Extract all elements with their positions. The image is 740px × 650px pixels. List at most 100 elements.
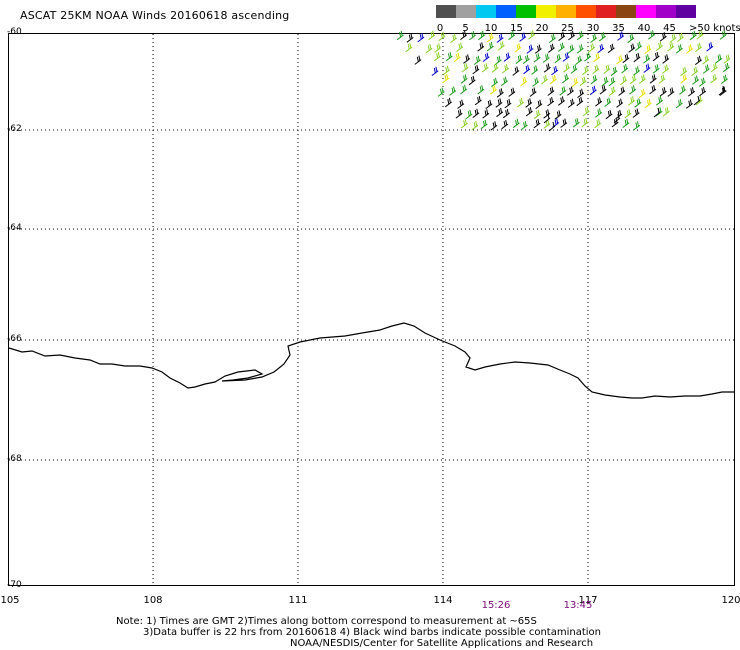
wind-barb — [686, 99, 693, 109]
wind-barb — [649, 85, 657, 95]
wind-barb — [675, 99, 683, 109]
note-line-2: 3)Data buffer is 22 hrs from 20160618 4)… — [143, 627, 601, 638]
wind-barb — [589, 85, 597, 96]
wind-barb — [543, 63, 551, 73]
colorbar-segment — [456, 5, 476, 18]
wind-barb — [702, 64, 710, 74]
wind-barb — [695, 55, 702, 65]
wind-barb — [655, 41, 663, 51]
wind-barb — [718, 85, 726, 96]
lon-label-111: 111 — [288, 595, 308, 606]
wind-barb — [472, 65, 480, 75]
wind-barb — [653, 107, 661, 118]
wind-barb — [455, 109, 463, 119]
colorbar-label: 30 — [586, 23, 600, 34]
wind-barb — [434, 43, 442, 53]
wind-barb — [652, 51, 660, 62]
wind-barb — [643, 54, 651, 64]
wind-barb — [445, 97, 452, 108]
wind-barb — [603, 64, 611, 74]
wind-barb — [662, 64, 670, 74]
wind-barb — [722, 62, 730, 73]
wind-barb — [442, 73, 450, 84]
colorbar-label: 0 — [436, 23, 444, 34]
pass-time-2: 13:45 — [563, 600, 593, 611]
wind-barb — [512, 66, 520, 76]
wind-barb — [557, 42, 565, 52]
wind-barb — [490, 121, 498, 131]
wind-barb — [445, 52, 453, 62]
wind-barb — [501, 76, 508, 86]
wind-barb — [558, 96, 565, 106]
wind-barb — [594, 119, 602, 129]
lat-label-60: -60 — [7, 27, 22, 37]
wind-barb — [533, 118, 541, 129]
wind-barb — [528, 30, 536, 40]
lat-label-70: -70 — [7, 580, 22, 590]
colorbar-label: >50 knots — [689, 23, 740, 34]
wind-barb — [567, 98, 575, 108]
wind-barb — [680, 66, 688, 77]
wind-barb — [559, 86, 567, 96]
wind-barb — [531, 65, 539, 75]
wind-barb — [512, 118, 520, 129]
lat-label-64: -64 — [7, 223, 22, 233]
wind-barb — [431, 66, 439, 76]
lat-label-66: -66 — [7, 334, 22, 344]
wind-barb — [686, 44, 693, 54]
wind-barb — [460, 84, 468, 95]
colorbar-segment — [556, 5, 576, 18]
wind-barb — [478, 30, 486, 41]
wind-barb — [463, 54, 471, 64]
wind-barb — [595, 97, 603, 107]
wind-barb — [522, 54, 530, 64]
wind-barb — [610, 66, 618, 77]
wind-barb — [482, 109, 490, 119]
wind-barb — [634, 98, 642, 108]
wind-barb — [658, 74, 666, 84]
wind-barb — [656, 96, 663, 106]
wind-barb — [689, 30, 697, 41]
colorbar-label: 45 — [663, 23, 676, 34]
wind-barb — [632, 108, 640, 118]
wind-barb — [644, 98, 652, 109]
wind-barb — [633, 52, 641, 63]
colorbar-segment — [676, 5, 696, 18]
wind-barb — [437, 87, 445, 97]
note-line-1: Note: 1) Times are GMT 2)Times along bot… — [116, 616, 537, 627]
wind-barb — [494, 55, 502, 66]
wind-barb — [622, 118, 630, 128]
wind-barb — [618, 86, 626, 96]
wind-barb — [496, 107, 504, 118]
wind-barb — [568, 30, 576, 41]
wind-barb — [720, 74, 728, 84]
wind-barb — [662, 107, 670, 117]
wind-barb — [519, 32, 527, 42]
wind-barb — [667, 42, 675, 52]
wind-barb — [635, 41, 642, 51]
colorbar-segment — [536, 5, 556, 18]
lon-label-105: 105 — [0, 595, 20, 606]
wind-barb — [433, 52, 441, 62]
wind-barb — [669, 33, 677, 43]
wind-barb — [508, 87, 516, 97]
wind-barb — [572, 118, 580, 128]
wind-barb — [617, 31, 625, 41]
wind-barb — [627, 33, 635, 43]
wind-barb — [480, 119, 488, 130]
wind-barb — [577, 88, 585, 98]
wind-barb — [471, 121, 479, 131]
wind-barb — [604, 97, 612, 107]
wind-barb — [495, 98, 503, 108]
wind-barb — [584, 52, 592, 62]
wind-barb — [563, 63, 571, 73]
wind-barb — [613, 113, 621, 124]
wind-barb — [485, 99, 493, 109]
wind-barb — [595, 108, 603, 118]
wind-barb — [548, 121, 556, 132]
wind-barb — [648, 30, 656, 40]
lon-label-117: 117 — [578, 595, 598, 606]
wind-barb — [692, 75, 700, 85]
wind-barb — [620, 75, 628, 85]
